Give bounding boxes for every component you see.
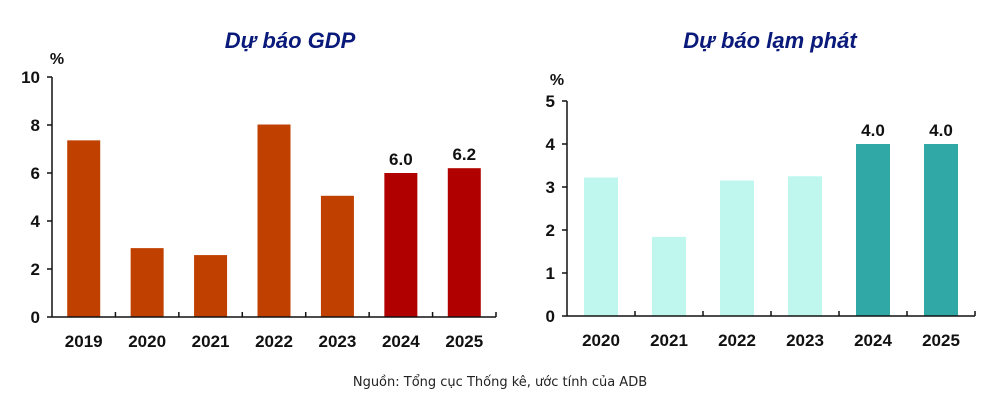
gdp-x-axis-ticks: 2019 2020 2021 2022 2023 2024 2025 (65, 312, 497, 351)
y-tick-label: 5 (546, 92, 555, 111)
inflation-bars (584, 144, 958, 316)
data-label-2025: 6.2 (452, 145, 476, 164)
bar-2024 (384, 173, 418, 317)
bar-2021 (194, 255, 228, 317)
y-tick-label: 2 (31, 260, 40, 279)
y-tick-label: 8 (31, 116, 40, 135)
gdp-data-labels: 6.0 6.2 (389, 145, 476, 169)
inflation-chart-title: Dự báo lạm phát (683, 28, 858, 53)
inflation-x-axis-ticks: 2020 2021 2022 2023 2024 2025 (582, 311, 976, 350)
x-tick-label: 2025 (922, 331, 960, 350)
bar-2024 (856, 144, 890, 316)
gdp-y-unit: % (50, 51, 64, 68)
data-label-2024: 6.0 (389, 150, 413, 169)
x-tick-label: 2021 (192, 332, 230, 351)
x-tick-label: 2021 (650, 331, 688, 350)
y-tick-label: 3 (546, 178, 555, 197)
x-tick-label: 2020 (582, 331, 620, 350)
bar-2023 (788, 176, 822, 316)
gdp-y-axis-ticks: 0 2 4 6 8 10 (21, 68, 52, 327)
y-tick-label: 0 (31, 308, 40, 327)
bar-2025 (924, 144, 958, 316)
data-label-2024: 4.0 (861, 121, 885, 140)
y-tick-label: 4 (31, 212, 41, 231)
y-tick-label: 0 (546, 307, 555, 326)
x-tick-label: 2025 (445, 332, 483, 351)
gdp-chart: Dự báo GDP % 0 2 4 6 8 10 6.0 6.2 2019 2020 2021… (21, 28, 497, 351)
x-tick-label: 2022 (718, 331, 756, 350)
x-tick-label: 2024 (382, 332, 420, 351)
x-tick-label: 2023 (786, 331, 824, 350)
x-tick-label: 2023 (319, 332, 357, 351)
data-label-2025: 4.0 (929, 121, 953, 140)
gdp-bars (67, 124, 481, 318)
y-tick-label: 4 (546, 135, 556, 154)
y-tick-label: 2 (546, 221, 555, 240)
x-tick-label: 2020 (128, 332, 166, 351)
bar-2023 (320, 195, 354, 317)
source-note: Nguồn: Tổng cục Thống kê, ước tính của A… (352, 375, 648, 390)
inflation-data-labels: 4.0 4.0 (861, 121, 953, 140)
inflation-y-unit: % (550, 72, 564, 89)
bar-2021 (652, 236, 686, 316)
x-tick-label: 2024 (854, 331, 892, 350)
bar-2022 (720, 180, 754, 316)
y-tick-label: 10 (21, 68, 40, 87)
gdp-chart-title: Dự báo GDP (225, 28, 356, 53)
bar-2020 (584, 177, 618, 316)
x-tick-label: 2022 (255, 332, 293, 351)
bar-2025 (447, 168, 481, 317)
bar-2022 (257, 124, 291, 318)
inflation-y-axis-ticks: 0 1 2 3 4 5 (546, 92, 567, 326)
x-tick-label: 2019 (65, 332, 103, 351)
y-tick-label: 1 (546, 264, 555, 283)
bar-2019 (67, 140, 101, 317)
y-tick-label: 6 (31, 164, 40, 183)
bar-2020 (130, 248, 164, 317)
inflation-chart: Dự báo lạm phát % 0 1 2 3 4 5 4.0 4.0 2020 2021… (546, 28, 976, 350)
